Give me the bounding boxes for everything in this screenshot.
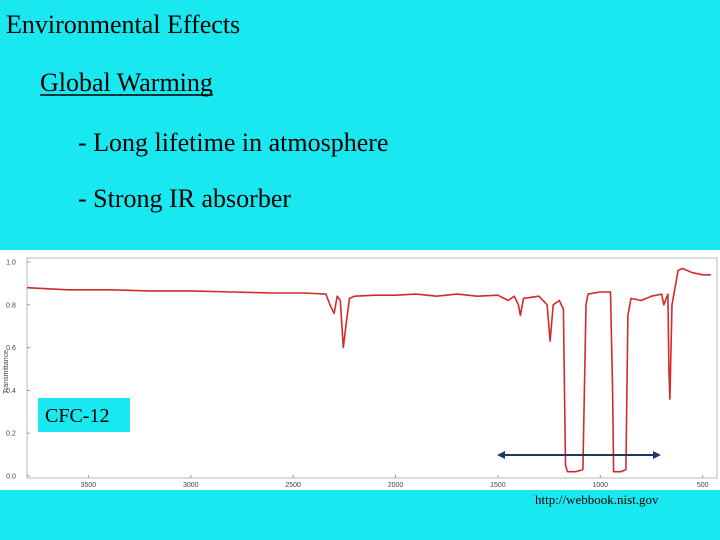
y-tick-label: 0.0 bbox=[6, 474, 16, 481]
bullet: - Strong IR absorber bbox=[78, 184, 291, 213]
spectrum-line bbox=[26, 267, 711, 473]
annotation-box bbox=[38, 398, 130, 432]
arrow-head bbox=[653, 451, 661, 459]
y-tick-label: 1.0 bbox=[6, 260, 16, 267]
bullet: - Long lifetime in atmosphere bbox=[78, 128, 388, 157]
y-tick-label: 0.6 bbox=[6, 345, 16, 352]
x-tick-label: 2500 bbox=[285, 482, 301, 489]
heading: Global Warming bbox=[40, 68, 213, 97]
source-url: http://webbook.nist.gov bbox=[535, 492, 659, 507]
annotation: CFC-12 bbox=[45, 405, 109, 427]
y-tick-label: 0.4 bbox=[6, 388, 16, 395]
arrow-head bbox=[497, 451, 505, 459]
slide-title: Environmental Effects bbox=[6, 10, 240, 39]
chart: 0.0 0.2 0.4 0.6 0.8 1.0 3500 3000 2500 2000 1500 10… bbox=[3, 260, 711, 489]
x-tick-label: 1000 bbox=[593, 482, 609, 489]
plot-frame bbox=[26, 257, 718, 479]
x-tick-label: 3500 bbox=[81, 482, 97, 489]
x-tick-label: 500 bbox=[697, 482, 709, 489]
y-tick-label: 0.2 bbox=[6, 431, 16, 438]
x-tick-label: 1500 bbox=[490, 482, 506, 489]
x-tick-label: 2000 bbox=[388, 482, 404, 489]
y-axis-label: Transmittance bbox=[3, 350, 10, 394]
y-tick-label: 0.8 bbox=[6, 302, 16, 309]
x-tick-label: 3000 bbox=[183, 482, 199, 489]
